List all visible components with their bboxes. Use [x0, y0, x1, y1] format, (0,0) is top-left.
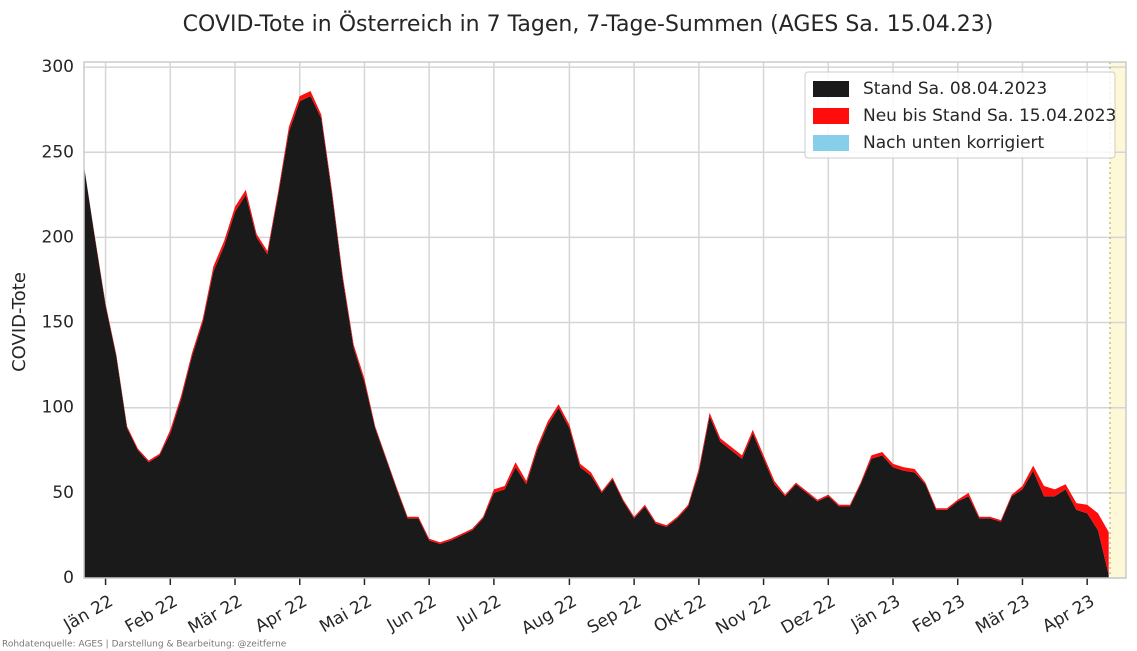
x-tick-label: Dez 22	[778, 591, 840, 638]
legend-label: Nach unten korrigiert	[863, 133, 1045, 153]
x-tick-label: Mär 22	[185, 591, 246, 638]
highlight-region	[1110, 62, 1126, 578]
legend-swatch	[813, 108, 849, 124]
legend-box	[804, 71, 1116, 159]
y-tick-label: 250	[42, 142, 74, 162]
x-tick-label: Jul 22	[453, 591, 505, 633]
x-tick-label: Mai 22	[316, 591, 375, 637]
y-tick-label: 50	[52, 483, 74, 503]
x-tick-label: Jän 23	[847, 591, 904, 635]
x-tick-label: Sep 22	[584, 591, 645, 638]
y-tick-label: 150	[42, 313, 74, 333]
x-tick-label: Nov 22	[712, 591, 774, 638]
x-tick-label: Jän 22	[60, 591, 117, 635]
y-tick-label: 100	[42, 398, 74, 418]
x-tick-label: Feb 22	[122, 591, 181, 637]
y-tick-label: 200	[42, 227, 74, 247]
x-tick-label: Feb 23	[909, 591, 968, 637]
x-tick-label: Apr 22	[252, 591, 311, 637]
y-tick-label: 300	[42, 57, 74, 77]
y-axis-label: COVID-Tote	[9, 272, 30, 372]
y-tick-label: 0	[63, 568, 74, 588]
x-tick-label: Jun 22	[383, 591, 440, 636]
x-tick-label: Aug 22	[518, 591, 580, 638]
chart-title: COVID-Tote in Österreich in 7 Tagen, 7-T…	[183, 11, 994, 37]
x-tick-label: Okt 22	[651, 591, 710, 637]
legend-label: Stand Sa. 08.04.2023	[863, 79, 1047, 99]
legend-swatch	[813, 135, 849, 151]
footer: Rohdatenquelle: AGES | Darstellung & Bea…	[2, 640, 287, 650]
legend-label: Neu bis Stand Sa. 15.04.2023	[863, 106, 1116, 126]
x-tick-label: Mär 23	[972, 591, 1033, 638]
plot-frame	[83, 61, 1127, 579]
x-tick-label: Apr 23	[1039, 591, 1098, 637]
legend-swatch	[813, 81, 849, 97]
area	[84, 96, 1109, 578]
